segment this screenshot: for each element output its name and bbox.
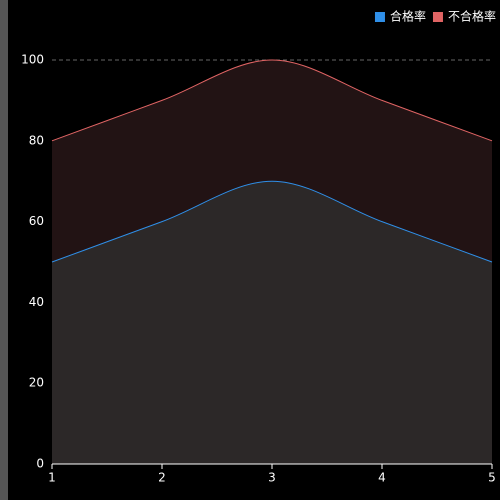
area-fill: [52, 181, 492, 464]
y-tick-label: 20: [29, 376, 44, 390]
y-tick-label: 80: [29, 133, 44, 147]
series-line: [51, 59, 493, 142]
series-line: [51, 180, 493, 263]
left-strip: [0, 0, 8, 500]
legend-swatch: [374, 12, 385, 22]
y-tick-label: 60: [29, 214, 44, 228]
x-tick-label: 2: [158, 471, 166, 485]
legend-swatch: [432, 12, 443, 22]
x-tick-label: 1: [48, 471, 56, 485]
legend-label: 不合格率: [448, 9, 496, 24]
y-tick-label: 40: [29, 295, 44, 309]
area-fill: [52, 60, 492, 262]
legend-label: 合格率: [390, 9, 426, 24]
y-tick-label: 100: [21, 53, 44, 67]
x-tick-label: 5: [488, 471, 496, 485]
x-tick-label: 4: [378, 471, 386, 485]
y-tick-label: 0: [36, 457, 44, 471]
x-tick-label: 3: [268, 471, 276, 485]
